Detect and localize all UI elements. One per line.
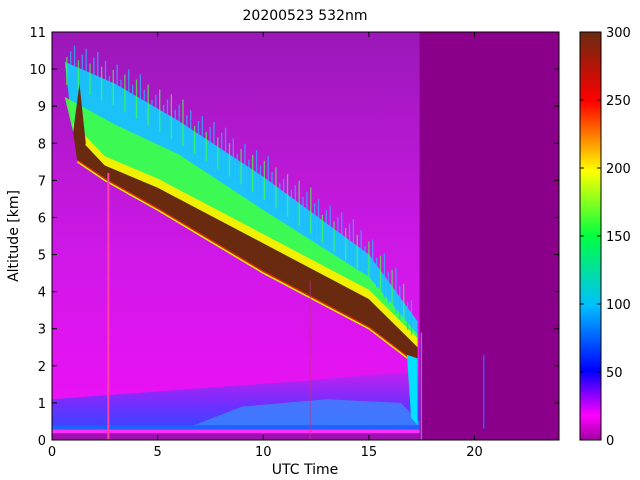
y-tick-label: 9 [38,100,46,115]
y-tick-label: 1 [38,397,46,412]
artifact-line-12-2 [309,280,311,440]
y-tick-label: 3 [38,323,46,338]
x-axis: 0 5 10 15 20 [48,32,483,460]
y-tick-label: 2 [38,360,46,375]
y-tick-label: 6 [38,211,46,226]
colorbar-tick-label: 250 [606,94,631,109]
surface-magenta-band [52,429,420,434]
heatmap-layers [52,32,485,440]
cloud-base-rim [76,159,418,367]
x-tick-label: 15 [361,445,378,460]
plot-area [52,32,559,440]
y-tick-label: 5 [38,249,46,264]
y-tick-label: 0 [38,434,46,449]
y-tick-label: 7 [38,174,46,189]
y-tick-label: 4 [38,286,46,301]
artifact-line-2-6 [107,172,110,440]
colorbar-tick-label: 50 [606,366,623,381]
y-tick-label: 10 [29,63,46,78]
precip-streak [406,354,418,426]
surface-blue-band [52,425,420,430]
aerosol-layer-highlight [189,399,420,427]
x-tick-label: 0 [48,445,56,460]
cloud-base-red [77,159,418,365]
y-axis-label: Altitude [km] [6,190,22,282]
plot-frame [51,31,560,441]
artifact-line-17-5 [420,332,423,440]
x-tick-label: 20 [466,445,483,460]
x-tick-label: 10 [255,445,272,460]
y-tick-label: 11 [29,26,46,41]
colorbar-tick-label: 100 [606,298,631,313]
x-axis-label: UTC Time [272,462,338,478]
colorbar: 0 50 100 150 200 250 300 [579,26,631,449]
artifact-line-20-4 [482,354,485,429]
y-tick-label: 8 [38,137,46,152]
colorbar-tick-label: 150 [606,230,631,245]
colorbar-tick-label: 200 [606,162,631,177]
y-axis: 0 1 2 3 4 5 6 7 8 9 10 11 [29,26,559,449]
colorbar-ticks: 0 50 100 150 200 250 300 [580,26,631,449]
x-tick-label: 5 [153,445,161,460]
cloud-fringe-green [64,96,418,348]
colorbar-tick-label: 300 [606,26,631,41]
chart-title: 20200523 532nm [243,8,368,24]
colorbar-tick-label: 0 [606,434,614,449]
surface-bottom-band [52,433,420,440]
cloud-base-yellow [76,161,418,367]
cloud-early-tower [73,83,86,166]
cloud-streaks [66,45,413,336]
